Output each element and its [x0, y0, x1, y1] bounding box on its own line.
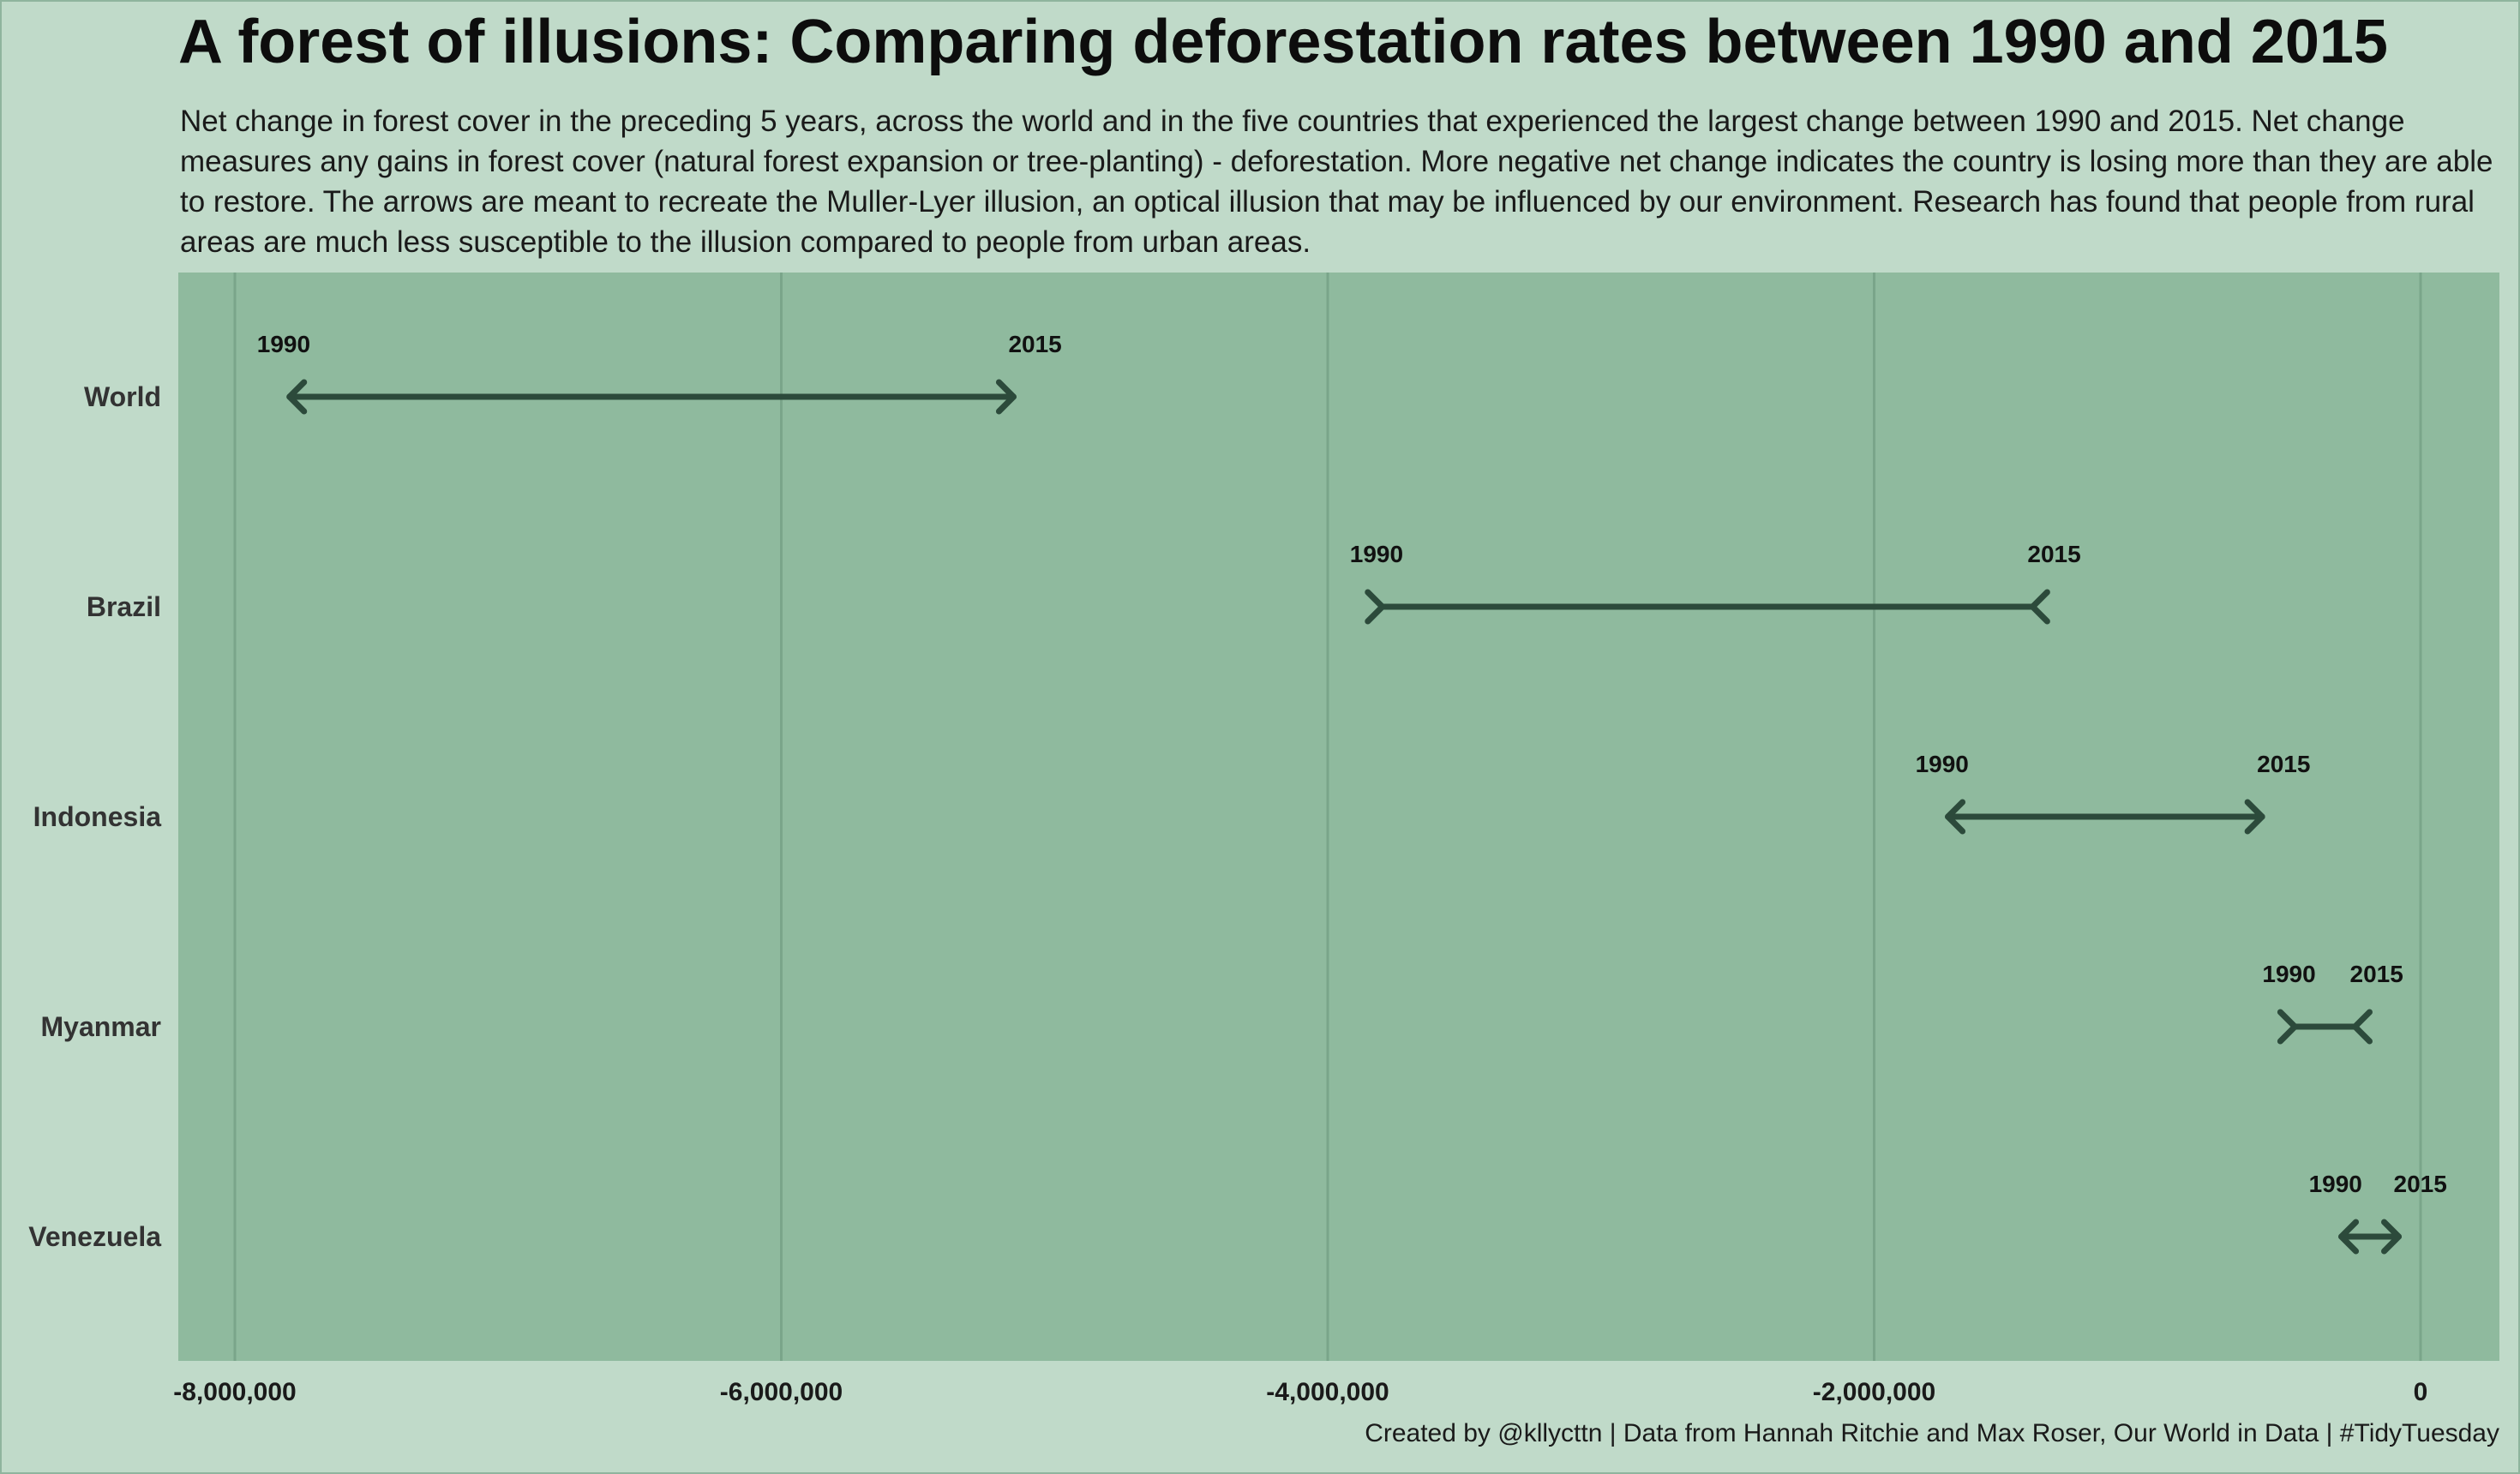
- arrow-heads: [1365, 589, 2050, 625]
- y-category-label: Indonesia: [33, 801, 162, 832]
- arrow-mark: [2277, 1009, 2373, 1045]
- y-category-label: World: [84, 381, 161, 412]
- arrow-heads: [286, 379, 1017, 415]
- y-category-label: Myanmar: [41, 1011, 162, 1042]
- arrow-heads: [1945, 799, 2265, 835]
- end-year-label: 2015: [2350, 961, 2403, 987]
- arrow-heads: [2338, 1219, 2402, 1255]
- arrow-mark: [286, 379, 1017, 415]
- x-tick-label: -8,000,000: [173, 1378, 296, 1406]
- x-tick-label: -6,000,000: [720, 1378, 843, 1406]
- arrow-mark: [2338, 1219, 2402, 1255]
- x-tick-label: -2,000,000: [1813, 1378, 1935, 1406]
- start-year-label: 1990: [257, 331, 310, 357]
- end-year-label: 2015: [1008, 331, 1061, 357]
- chart-caption: Created by @kllycttn | Data from Hannah …: [1365, 1419, 2499, 1447]
- y-category-label: Brazil: [87, 591, 161, 622]
- start-year-label: 1990: [2309, 1171, 2362, 1197]
- start-year-label: 1990: [2262, 961, 2315, 987]
- x-tick-label: 0: [2414, 1378, 2428, 1406]
- arrow-mark: [1945, 799, 2265, 835]
- arrow-mark: [1365, 589, 2050, 625]
- y-category-label: Venezuela: [28, 1221, 161, 1252]
- start-year-label: 1990: [1916, 751, 1969, 777]
- end-year-label: 2015: [2257, 751, 2310, 777]
- arrow-heads: [2277, 1009, 2373, 1045]
- start-year-label: 1990: [1350, 541, 1403, 567]
- chart-subtitle: Net change in forest cover in the preced…: [180, 105, 2493, 259]
- x-tick-label: -4,000,000: [1266, 1378, 1389, 1406]
- end-year-label: 2015: [2027, 541, 2080, 567]
- chart-title: A forest of illusions: Comparing defores…: [178, 8, 2388, 76]
- end-year-label: 2015: [2394, 1171, 2447, 1197]
